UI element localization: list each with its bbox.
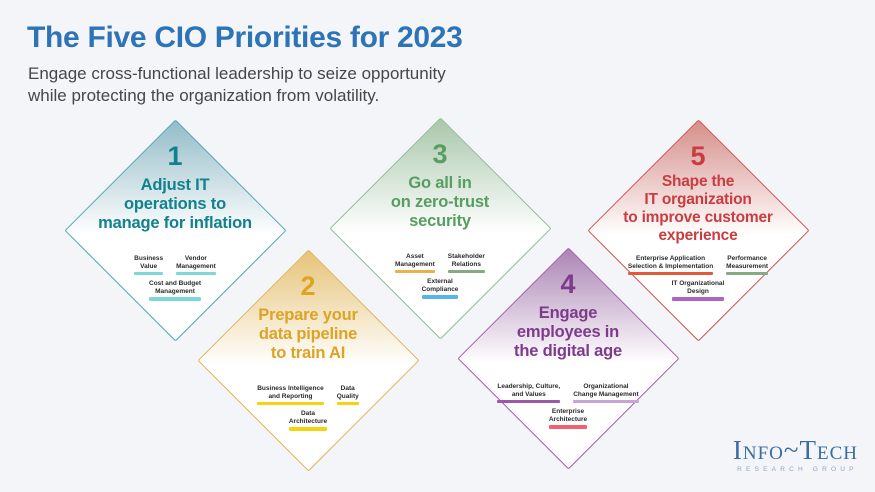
subitem-label: Data Quality [336, 385, 359, 400]
subitem-label: Business Value [134, 255, 164, 270]
subitem: Data Architecture [288, 410, 328, 431]
infotech-logo-subtitle: RESEARCH GROUP [737, 466, 858, 473]
subitem-underline [134, 271, 164, 276]
subitem: Asset Management [395, 253, 435, 274]
priority-3-title: Go all in on zero-trust security [390, 174, 490, 231]
subitem-label: Organizational Change Management [573, 383, 639, 398]
subitem-underline [336, 401, 359, 406]
priority-1-number: 1 [167, 141, 183, 171]
subitem-label: Vendor Management [176, 255, 216, 270]
priority-2-title: Prepare your data pipeline to train AI [258, 306, 358, 363]
subitem-label: Data Architecture [288, 410, 328, 425]
subitem: Performance Measurement [726, 255, 769, 276]
subitem-underline [627, 271, 714, 276]
subitem-label: IT Organizational Design [671, 280, 725, 295]
subitem-label: Performance Measurement [726, 255, 769, 270]
subitem: IT Organizational Design [671, 280, 725, 301]
infotech-logo-wordmark: Info~Tech [732, 435, 858, 465]
subitem-underline [548, 425, 588, 429]
subitem-underline [671, 297, 725, 301]
subitem-underline [149, 297, 201, 301]
priority-4-subitems: Leadership, Culture, and Values Organiza… [457, 383, 679, 429]
priority-2-number: 2 [300, 271, 316, 301]
subitem: Data Quality [336, 385, 359, 406]
subitem-underline [726, 271, 769, 276]
subitem: Leadership, Culture, and Values [497, 383, 561, 404]
priority-3: 3 Go all in on zero-trust security Asset… [328, 116, 552, 340]
priority-4-title: Engage employees in the digital age [514, 304, 622, 361]
priority-2: 2 Prepare your data pipeline to train AI… [196, 248, 420, 472]
subitem: Business Intelligence and Reporting [257, 385, 324, 406]
subitem: Cost and Budget Management [149, 280, 201, 301]
subitem-label: External Compliance [421, 278, 459, 293]
subitem-label: Cost and Budget Management [149, 280, 201, 295]
subitem-label: Enterprise Architecture [548, 408, 588, 423]
subitem: External Compliance [421, 278, 459, 299]
subitem-underline [288, 427, 328, 431]
subitem: Organizational Change Management [573, 383, 639, 404]
subitem-label: Business Intelligence and Reporting [257, 385, 324, 400]
subitem: Vendor Management [176, 255, 216, 276]
priority-3-subitems: Asset Management Stakeholder Relations E… [329, 253, 551, 299]
subitem-label: Enterprise Application Selection & Imple… [627, 255, 714, 270]
page-subtitle: Engage cross-functional leadership to se… [28, 64, 446, 106]
priority-2-subitems: Business Intelligence and Reporting Data… [197, 385, 419, 431]
subitem-underline [421, 295, 459, 299]
subitem: Enterprise Architecture [548, 408, 588, 429]
subitem: Enterprise Application Selection & Imple… [627, 255, 714, 276]
subitem-underline [497, 399, 561, 404]
priority-3-number: 3 [432, 139, 448, 169]
subitem-underline [257, 401, 324, 406]
priority-1: 1 Adjust IT operations to manage for inf… [63, 118, 287, 342]
subitem: Stakeholder Relations [447, 253, 485, 274]
subitem-label: Stakeholder Relations [447, 253, 485, 268]
subitem-label: Asset Management [395, 253, 435, 268]
priority-1-subitems: Business Value Vendor Management Cost an… [64, 255, 286, 301]
priority-5: 5 Shape the IT organization to improve c… [586, 118, 810, 342]
priority-5-number: 5 [690, 141, 706, 171]
page-title: The Five CIO Priorities for 2023 [27, 21, 463, 54]
subitem: Business Value [134, 255, 164, 276]
infotech-logo: Info~Tech RESEARCH GROUP [732, 435, 858, 474]
priority-4-number: 4 [560, 269, 576, 299]
subitem-underline [447, 269, 485, 274]
priority-4: 4 Engage employees in the digital age Le… [456, 246, 680, 470]
subitem-underline [176, 271, 216, 276]
priority-5-title: Shape the IT organization to improve cus… [623, 173, 773, 244]
priority-5-subitems: Enterprise Application Selection & Imple… [587, 255, 809, 301]
subitem-underline [573, 399, 639, 404]
subitem-underline [395, 269, 435, 274]
subitem-label: Leadership, Culture, and Values [497, 383, 561, 398]
priority-1-title: Adjust IT operations to manage for infla… [98, 176, 252, 233]
